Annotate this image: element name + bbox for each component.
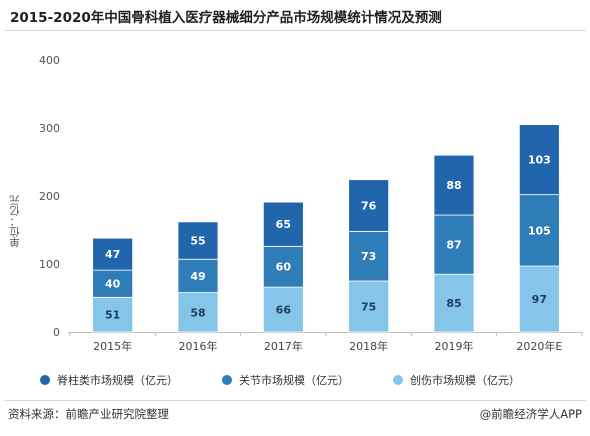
bar-segment — [518, 124, 560, 196]
x-tick-label: 2018年 — [349, 339, 388, 353]
x-tick-label: 2017年 — [264, 339, 303, 353]
y-tick-label: 200 — [39, 190, 60, 203]
legend-label-joint: 关节市场规模（亿元） — [239, 374, 349, 387]
data-label: 60 — [276, 261, 292, 274]
data-label: 55 — [190, 235, 205, 248]
data-label: 75 — [361, 301, 376, 314]
y-tick-label: 0 — [53, 326, 60, 339]
y-tick-label: 400 — [39, 54, 60, 67]
title-divider — [4, 30, 586, 31]
data-label: 65 — [276, 218, 291, 231]
x-tick-label: 2016年 — [179, 339, 218, 353]
bar-segment — [348, 280, 390, 333]
data-label: 47 — [105, 248, 120, 261]
bar-segment — [518, 265, 560, 333]
bar-segment — [177, 221, 219, 260]
y-tick-label: 100 — [39, 258, 60, 271]
brand-text: @前瞻经济学人APP — [479, 407, 582, 421]
bar-segment — [433, 154, 475, 216]
brand-credit: @前瞻经济学人APP — [480, 406, 582, 422]
data-label: 49 — [190, 270, 205, 283]
legend-item-trauma: 创伤市场规模（亿元） — [393, 372, 520, 388]
bar-segment — [92, 237, 134, 271]
data-label: 87 — [446, 239, 461, 252]
x-tick-label: 2019年 — [435, 339, 474, 353]
legend-label-trauma: 创伤市场规模（亿元） — [410, 374, 520, 387]
data-label: 66 — [276, 304, 292, 317]
data-label: 103 — [528, 154, 551, 167]
x-tick-label: 2020年E — [516, 339, 562, 353]
bar-segment — [433, 273, 475, 333]
footer-divider — [4, 400, 586, 401]
data-label: 58 — [190, 306, 205, 319]
bar-segment — [262, 201, 304, 247]
legend-swatch-trauma — [393, 375, 403, 385]
x-tick-label: 2015年 — [93, 339, 132, 353]
bar-segment — [348, 179, 390, 232]
source-note: 资料来源：前瞻产业研究院整理 — [8, 407, 169, 421]
stacked-bar-chart: 0 100 200 300 400 51 40 47 2015年 58 49 55 2016年 66 60 6… — [39, 54, 583, 353]
legend-label-spine: 脊柱类市场规模（亿元） — [57, 374, 178, 387]
legend-swatch-spine — [40, 375, 50, 385]
bar-segment — [518, 194, 560, 267]
chart-title: 2015-2020年中国骨科植入医疗器械细分产品市场规模统计情况及预测 — [10, 10, 442, 26]
data-label: 76 — [361, 200, 377, 213]
data-label: 40 — [105, 278, 121, 291]
legend-item-joint: 关节市场规模（亿元） — [222, 372, 349, 388]
bar-segment — [262, 245, 304, 288]
bar-segment — [348, 230, 390, 282]
bar-segment — [92, 269, 134, 298]
y-tick-label: 300 — [39, 122, 60, 135]
data-label: 73 — [361, 250, 376, 263]
legend-item-spine: 脊柱类市场规模（亿元） — [40, 372, 178, 388]
bar-segment — [262, 286, 304, 333]
data-label: 105 — [528, 224, 551, 237]
data-label: 51 — [105, 309, 120, 322]
data-label: 97 — [532, 293, 547, 306]
chart-legend: 脊柱类市场规模（亿元） 关节市场规模（亿元） 创伤市场规模（亿元） — [0, 368, 590, 392]
bar-segment — [92, 296, 134, 333]
data-label: 88 — [446, 179, 461, 192]
data-label: 85 — [446, 297, 461, 310]
legend-swatch-joint — [222, 375, 232, 385]
